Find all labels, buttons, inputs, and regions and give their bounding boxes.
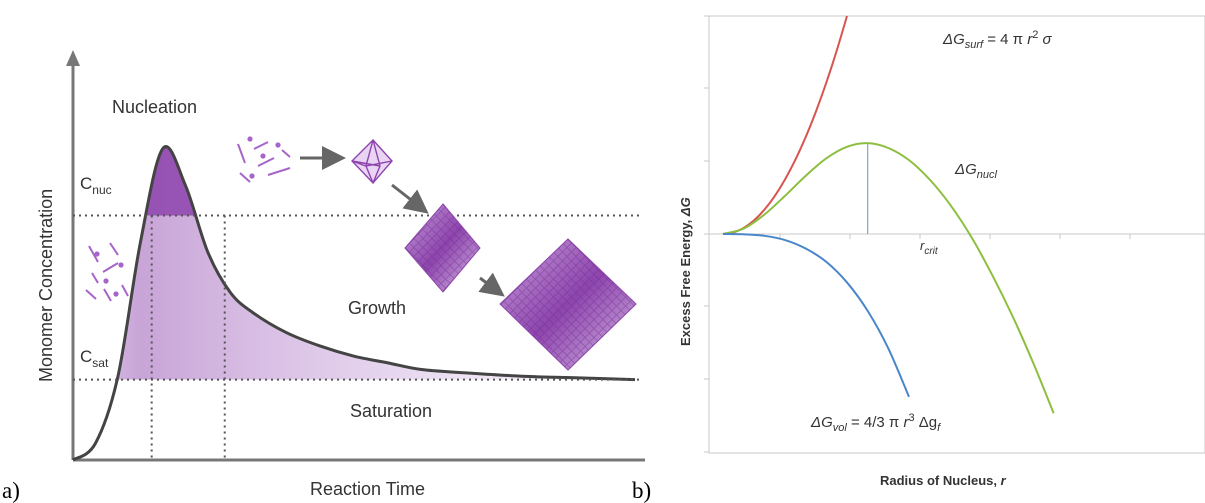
nucl-series-label: ΔGnucl bbox=[954, 161, 997, 181]
axis-ticks bbox=[704, 15, 1131, 453]
panel-a: Cnuc Csat Nucleation Growth Saturation R… bbox=[36, 50, 645, 499]
y-axis-arrow-icon bbox=[66, 50, 80, 66]
nucl-curve bbox=[722, 142, 1055, 414]
vol-curve bbox=[722, 233, 910, 398]
y-axis-title: Monomer Concentration bbox=[36, 189, 56, 382]
area-fill bbox=[101, 146, 635, 380]
surf-series-label: ΔGsurf = 4 π r2 σ bbox=[942, 29, 1052, 51]
x-axis-title-b: Radius of Nucleus, r bbox=[880, 473, 1007, 488]
panel-letter-b: b) bbox=[632, 478, 651, 503]
arrow-3-icon bbox=[478, 272, 505, 297]
small-crystal-icon bbox=[404, 203, 481, 293]
y-axis-title-b: Excess Free Energy, ΔG bbox=[678, 197, 693, 346]
growth-label: Growth bbox=[348, 298, 406, 318]
nucleation-label: Nucleation bbox=[112, 97, 197, 117]
concentration-curve bbox=[72, 145, 636, 462]
surf-curve bbox=[722, 15, 848, 235]
x-axis-title: Reaction Time bbox=[310, 479, 425, 499]
r-crit-label: rcrit bbox=[920, 238, 939, 257]
large-crystal-icon bbox=[499, 238, 637, 371]
c-nuc-label: Cnuc bbox=[80, 174, 112, 197]
monomer-cluster-left-icon bbox=[85, 242, 129, 302]
arrow-2-icon bbox=[391, 183, 429, 214]
octahedron-nucleus-icon bbox=[351, 138, 393, 185]
vol-series-label: ΔGvol = 4/3 π r3 Δgf bbox=[810, 412, 941, 434]
panel-b: ΔGsurf = 4 π r2 σ ΔGnucl ΔGvol = 4/3 π r… bbox=[678, 15, 1205, 488]
monomer-cluster-top-icon bbox=[237, 136, 291, 183]
panel-letter-a: a) bbox=[2, 478, 20, 503]
saturation-label: Saturation bbox=[350, 401, 432, 421]
c-sat-label: Csat bbox=[80, 347, 109, 370]
